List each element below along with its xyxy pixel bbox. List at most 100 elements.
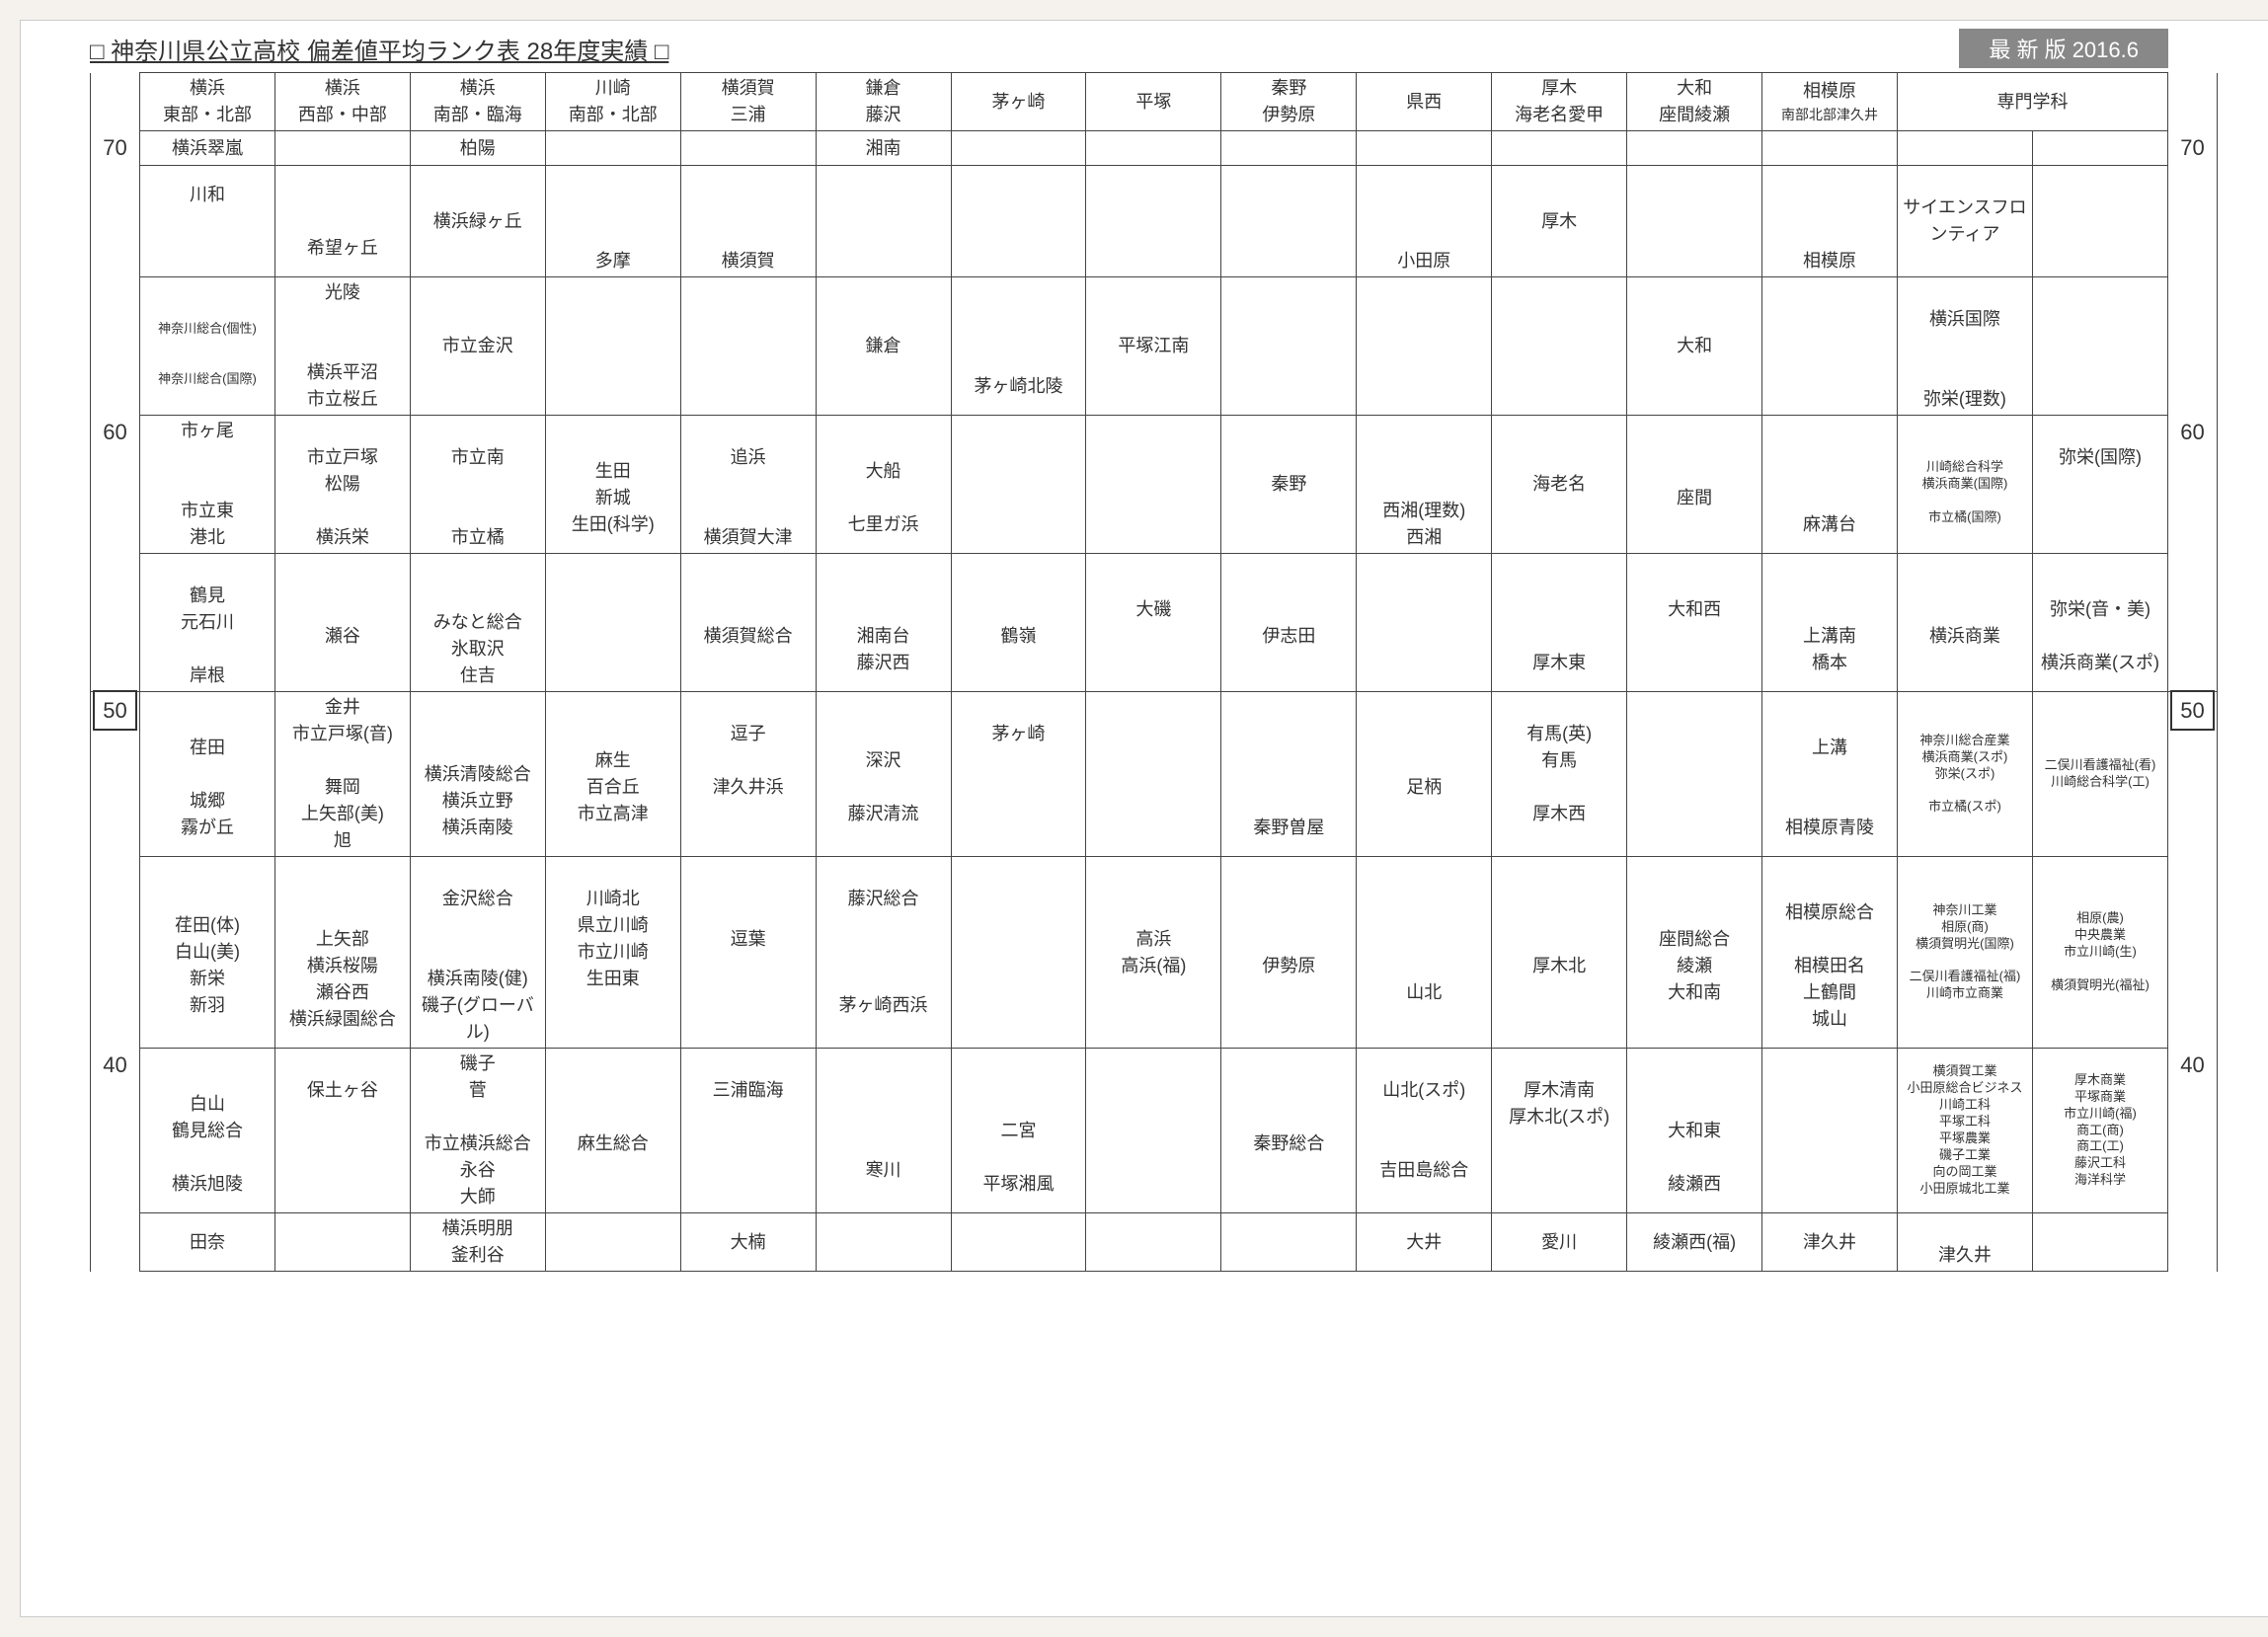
rank-cell: 瀬谷	[274, 554, 410, 692]
rank-cell	[1086, 166, 1221, 277]
rank-cell: 横浜清陵総合 横浜立野 横浜南陵	[410, 692, 545, 857]
rank-band-row: 60市ヶ尾 市立東 港北 市立戸塚 松陽 横浜栄 市立南 市立橘 生田 新城 生…	[91, 416, 2218, 554]
rank-cell: 横須賀	[680, 166, 816, 277]
rank-cell: 川崎北 県立川崎 市立川崎 生田東	[545, 857, 680, 1049]
rank-cell: 白山 鶴見総合 横浜旭陵	[140, 1049, 275, 1213]
rank-cell: 厚木清南 厚木北(スポ)	[1492, 1049, 1627, 1213]
rank-cell: 逗子 津久井浜	[680, 692, 816, 857]
rank-cell: 湘南台 藤沢西	[816, 554, 951, 692]
page-title: □ 神奈川県公立高校 偏差値平均ランク表 28年度実績 □	[90, 32, 1959, 66]
rank-cell	[1627, 131, 1762, 166]
axis-label-right	[2168, 1213, 2218, 1272]
column-header: 川崎南部・北部	[545, 73, 680, 131]
rank-cell: 座間	[1627, 416, 1762, 554]
rank-cell: 秦野	[1221, 416, 1357, 554]
rank-cell: 金沢総合 横浜南陵(健) 磯子(グローバル)	[410, 857, 545, 1049]
rank-cell: 厚木商業 平塚商業 市立川崎(福) 商工(商) 商工(工) 藤沢工科 海洋科学	[2032, 1049, 2167, 1213]
axis-label-left	[91, 277, 140, 416]
rank-cell	[1492, 277, 1627, 416]
rank-cell	[545, 131, 680, 166]
rank-cell: 藤沢総合 茅ヶ崎西浜	[816, 857, 951, 1049]
rank-band-row: 川和 希望ヶ丘 横浜緑ヶ丘 多摩 横須賀 小田原 厚木 相模原 サイエンスフロン…	[91, 166, 2218, 277]
rank-cell: 生田 新城 生田(科学)	[545, 416, 680, 554]
rank-cell: 愛川	[1492, 1213, 1627, 1272]
rank-cell	[1221, 277, 1357, 416]
axis-label-left: 70	[91, 131, 140, 166]
rank-cell: 津久井	[1897, 1213, 2032, 1272]
rank-cell	[951, 166, 1086, 277]
column-header: 大和座間綾瀬	[1627, 73, 1762, 131]
rank-cell: 上矢部 横浜桜陽 瀬谷西 横浜緑園総合	[274, 857, 410, 1049]
rank-cell: 小田原	[1357, 166, 1492, 277]
rank-cell: サイエンスフロンティア	[1897, 166, 2032, 277]
rank-band-row: 50 荏田 城郷 霧が丘金井 市立戸塚(音) 舞岡 上矢部(美) 旭 横浜清陵総…	[91, 692, 2218, 857]
axis-right-blank	[2168, 73, 2218, 131]
axis-label-left: 50	[91, 692, 140, 857]
axis-left-blank	[91, 73, 140, 131]
rank-cell	[2032, 1213, 2167, 1272]
rank-cell: 厚木東	[1492, 554, 1627, 692]
rank-cell: 川崎総合科学 横浜商業(国際) 市立橘(国際)	[1897, 416, 2032, 554]
rank-cell: 柏陽	[410, 131, 545, 166]
rank-cell: 横須賀総合	[680, 554, 816, 692]
column-header: 鎌倉藤沢	[816, 73, 951, 131]
rank-cell	[951, 416, 1086, 554]
rank-cell: 荏田 城郷 霧が丘	[140, 692, 275, 857]
axis-label-left: 40	[91, 1049, 140, 1213]
rank-cell: 大和東 綾瀬西	[1627, 1049, 1762, 1213]
rank-cell: 多摩	[545, 166, 680, 277]
rank-cell: 寒川	[816, 1049, 951, 1213]
rank-cell: 市立南 市立橘	[410, 416, 545, 554]
rank-cell: 厚木北	[1492, 857, 1627, 1049]
rank-cell	[1086, 416, 1221, 554]
rank-cell: 横浜国際 弥栄(理数)	[1897, 277, 2032, 416]
column-header: 平塚	[1086, 73, 1221, 131]
rank-cell: 有馬(英) 有馬 厚木西	[1492, 692, 1627, 857]
rank-cell: 大井	[1357, 1213, 1492, 1272]
rank-cell: 平塚江南	[1086, 277, 1221, 416]
column-header: 横須賀三浦	[680, 73, 816, 131]
rank-cell	[1086, 1213, 1221, 1272]
rank-cell: 相原(農) 中央農業 市立川崎(生) 横須賀明光(福祉)	[2032, 857, 2167, 1049]
rank-cell: 上溝 相模原青陵	[1762, 692, 1898, 857]
version-badge: 最 新 版 2016.6	[1959, 29, 2168, 68]
rank-band-row: 神奈川総合(個性) 神奈川総合(国際)光陵 横浜平沼 市立桜丘 市立金沢 鎌倉 …	[91, 277, 2218, 416]
rank-cell: 麻生総合	[545, 1049, 680, 1213]
rank-cell	[1357, 277, 1492, 416]
rank-cell: 横浜商業	[1897, 554, 2032, 692]
rank-cell: 神奈川工業 相原(商) 横須賀明光(国際) 二俣川看護福祉(福) 川崎市立商業	[1897, 857, 2032, 1049]
rank-cell: 二宮 平塚湘風	[951, 1049, 1086, 1213]
rank-cell: 三浦臨海	[680, 1049, 816, 1213]
rank-cell: 海老名	[1492, 416, 1627, 554]
rank-cell: 磯子 菅 市立横浜総合 永谷 大師	[410, 1049, 545, 1213]
rank-cell	[1086, 1049, 1221, 1213]
rank-cell	[1762, 131, 1898, 166]
rank-band-row: 鶴見 元石川 岸根 瀬谷 みなと総合 氷取沢 住吉 横須賀総合 湘南台 藤沢西 …	[91, 554, 2218, 692]
rank-cell: 足柄	[1357, 692, 1492, 857]
rank-cell	[1627, 166, 1762, 277]
rank-cell: 追浜 横須賀大津	[680, 416, 816, 554]
axis-label-right: 40	[2168, 1049, 2218, 1213]
rank-cell	[951, 857, 1086, 1049]
axis-label-right: 50	[2168, 692, 2218, 857]
rank-cell: 綾瀬西(福)	[1627, 1213, 1762, 1272]
axis-label-left	[91, 166, 140, 277]
axis-label-right	[2168, 166, 2218, 277]
rank-cell	[951, 131, 1086, 166]
rank-cell	[1492, 131, 1627, 166]
rank-cell: 荏田(体) 白山(美) 新栄 新羽	[140, 857, 275, 1049]
rank-cell	[1086, 131, 1221, 166]
rank-band-row: 40 白山 鶴見総合 横浜旭陵保土ヶ谷 磯子 菅 市立横浜総合 永谷 大師 麻生…	[91, 1049, 2218, 1213]
rank-cell: 川和	[140, 166, 275, 277]
rank-cell: 横浜翠嵐	[140, 131, 275, 166]
rank-cell	[1762, 1049, 1898, 1213]
rank-cell: 上溝南 橋本	[1762, 554, 1898, 692]
rank-cell: 神奈川総合(個性) 神奈川総合(国際)	[140, 277, 275, 416]
rank-cell: 鶴嶺	[951, 554, 1086, 692]
axis-label-left	[91, 554, 140, 692]
rank-cell	[1627, 692, 1762, 857]
rank-cell: 神奈川総合産業 横浜商業(スポ) 弥栄(スポ) 市立橘(スポ)	[1897, 692, 2032, 857]
rank-cell: 相模原総合 相模田名 上鶴間 城山	[1762, 857, 1898, 1049]
rank-cell: 湘南	[816, 131, 951, 166]
rank-cell: 市立戸塚 松陽 横浜栄	[274, 416, 410, 554]
